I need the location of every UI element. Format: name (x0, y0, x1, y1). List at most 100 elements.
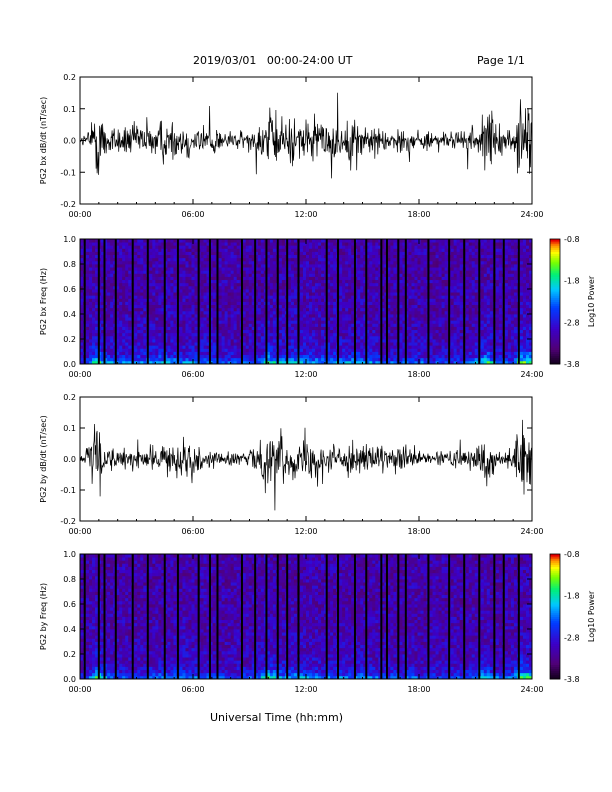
heatmap-cell (107, 276, 111, 281)
heatmap-cell (260, 301, 265, 306)
heatmap-cell (209, 323, 213, 327)
heatmap-cell (339, 279, 343, 284)
heatmap-cell (206, 242, 210, 246)
heatmap-cell (134, 342, 138, 346)
heatmap-cell (375, 314, 379, 318)
heatmap-cell (351, 264, 355, 268)
heatmap-cell (86, 351, 90, 356)
heatmap-cell (161, 251, 165, 256)
heatmap-cell (242, 251, 247, 256)
heatmap-cell (405, 360, 409, 365)
heatmap-cell (158, 301, 162, 306)
heatmap-cell (387, 276, 391, 281)
heatmap-cell (327, 264, 331, 268)
heatmap-cell (351, 357, 355, 362)
heatmap-cell (342, 301, 346, 306)
heatmap-cell (375, 335, 379, 340)
heatmap-cell (321, 276, 325, 281)
heatmap-cell (281, 295, 286, 299)
heatmap-cell (209, 270, 213, 274)
heatmap-cell (203, 354, 207, 359)
heatmap-cell (224, 342, 229, 346)
heatmap-cell (80, 285, 84, 290)
heatmap-cell (423, 329, 427, 334)
heatmap-cell (227, 260, 232, 265)
heatmap-cell (393, 329, 397, 334)
heatmap-cell (80, 339, 84, 343)
heatmap-cell (149, 279, 153, 284)
heatmap-cell (185, 360, 189, 365)
heatmap-cell (330, 314, 334, 318)
heatmap-cell (251, 314, 256, 318)
heatmap-cell (290, 282, 295, 287)
heatmap-cell (137, 292, 141, 296)
heatmap-cell (405, 270, 409, 274)
heatmap-cell (122, 348, 126, 352)
heatmap-cell (381, 310, 385, 315)
heatmap-cell (318, 357, 322, 362)
heatmap-cell (137, 257, 141, 262)
heatmap-cell (104, 335, 108, 340)
heatmap-cell (293, 320, 298, 324)
heatmap-cell (372, 260, 376, 265)
heatmap-cell (161, 242, 165, 246)
heatmap-cell (152, 345, 156, 349)
heatmap-cell (414, 323, 418, 327)
heatmap-cell (200, 317, 204, 321)
heatmap-cell (254, 354, 259, 359)
heatmap-cell (269, 279, 274, 284)
heatmap-cell (339, 260, 343, 265)
heatmap-cell (278, 270, 283, 274)
heatmap-cell (218, 260, 223, 265)
heatmap-cell (104, 260, 108, 265)
heatmap-cell (381, 264, 385, 268)
heatmap-cell (357, 285, 361, 290)
heatmap-cell (95, 354, 99, 359)
heatmap-cell (254, 339, 259, 343)
heatmap-cell (149, 251, 153, 256)
heatmap-cell (80, 242, 84, 246)
heatmap-cell (167, 276, 171, 281)
heatmap-cell (164, 260, 168, 265)
heatmap-cell (360, 245, 364, 249)
heatmap-cell (366, 273, 370, 277)
heatmap-cell (345, 289, 349, 293)
heatmap-cell (348, 332, 352, 337)
heatmap-cell (269, 323, 274, 327)
heatmap-cell (321, 267, 325, 271)
heatmap-cell (242, 257, 247, 262)
heatmap-cell (269, 348, 274, 352)
heatmap-cell (390, 320, 394, 324)
heatmap-cell (161, 270, 165, 274)
heatmap-cell (450, 304, 455, 309)
heatmap-cell (378, 345, 382, 349)
heatmap-cell (179, 348, 183, 352)
heatmap-cell (173, 289, 177, 293)
heatmap-cell (417, 248, 421, 252)
heatmap-cell (272, 257, 277, 262)
heatmap-cell (408, 242, 412, 246)
heatmap-cell (116, 267, 120, 271)
heatmap-cell (339, 276, 343, 281)
heatmap-cell (95, 317, 99, 321)
heatmap-cell (272, 342, 277, 346)
heatmap-cell (312, 242, 316, 246)
heatmap-cell (182, 295, 186, 299)
heatmap-cell (369, 260, 373, 265)
heatmap-cell (420, 257, 424, 262)
heatmap-cell (230, 342, 235, 346)
heatmap-cell (155, 326, 159, 331)
heatmap-cell (405, 342, 409, 346)
heatmap-cell (221, 298, 226, 302)
heatmap-cell (182, 260, 186, 265)
heatmap-cell (203, 317, 207, 321)
heatmap-cell (444, 317, 449, 321)
heatmap-cell (92, 276, 96, 281)
heatmap-cell (269, 289, 274, 293)
heatmap-cell (411, 242, 415, 246)
heatmap-cell (339, 292, 343, 296)
heatmap-cell (321, 248, 325, 252)
heatmap-cell (191, 339, 195, 343)
heatmap-cell (101, 329, 105, 334)
heatmap-cell (348, 245, 352, 249)
